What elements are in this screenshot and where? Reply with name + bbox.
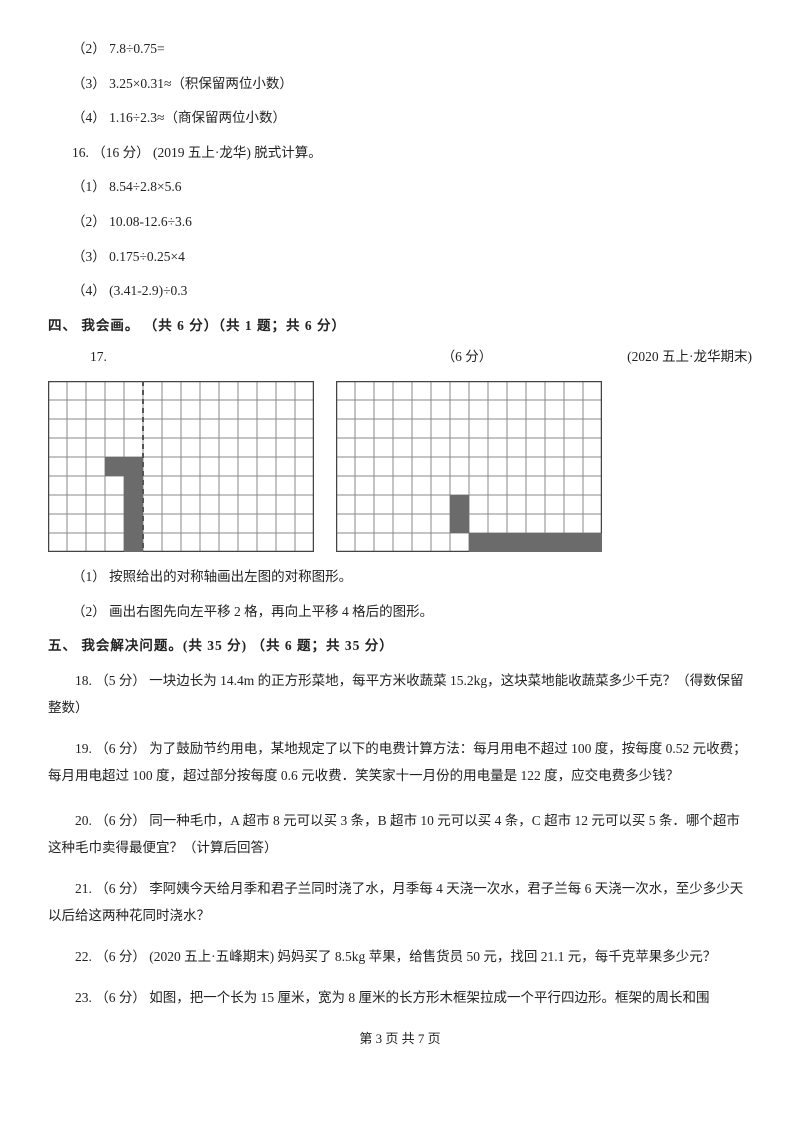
q16-sub2: （2） 10.08-12.6÷3.6 xyxy=(48,211,752,233)
q15-sub2: （2） 7.8÷0.75= xyxy=(48,38,752,60)
q22: 22. （6 分） (2020 五上·五峰期末) 妈妈买了 8.5kg 苹果，给… xyxy=(48,943,752,970)
q17-source: (2020 五上·龙华期末) xyxy=(627,346,752,368)
q20: 20. （6 分） 同一种毛巾，A 超市 8 元可以买 3 条，B 超市 10 … xyxy=(48,807,752,861)
q16-sub4: （4） (3.41-2.9)÷0.3 xyxy=(48,280,752,302)
figure-right-grid xyxy=(336,381,602,552)
q15-sub3: （3） 3.25×0.31≈（积保留两位小数） xyxy=(48,73,752,95)
q21: 21. （6 分） 李阿姨今天给月季和君子兰同时浇了水，月季每 4 天浇一次水，… xyxy=(48,875,752,929)
q17-sub1: （1） 按照给出的对称轴画出左图的对称图形。 xyxy=(48,566,752,588)
page-footer: 第 3 页 共 7 页 xyxy=(48,1029,752,1050)
q16-title: 16. （16 分） (2019 五上·龙华) 脱式计算。 xyxy=(48,142,752,164)
section4-heading: 四、 我会画。 （共 6 分）（共 1 题；共 6 分） xyxy=(48,315,752,337)
q16-sub1: （1） 8.54÷2.8×5.6 xyxy=(48,176,752,198)
q17-sub2: （2） 画出右图先向左平移 2 格，再向上平移 4 格后的图形。 xyxy=(48,601,752,623)
q16-sub3: （3） 0.175÷0.25×4 xyxy=(48,246,752,268)
q23: 23. （6 分） 如图，把一个长为 15 厘米，宽为 8 厘米的长方形木框架拉… xyxy=(48,984,752,1011)
q15-sub4: （4） 1.16÷2.3≈（商保留两位小数） xyxy=(48,107,752,129)
q19: 19. （6 分） 为了鼓励节约用电，某地规定了以下的电费计算方法：每月用电不超… xyxy=(48,735,752,789)
q17-points: （6 分） xyxy=(442,346,493,368)
figure-left-grid xyxy=(48,381,314,552)
q17-num: 17. xyxy=(48,346,107,368)
section5-heading: 五、 我会解决问题。(共 35 分) （共 6 题；共 35 分） xyxy=(48,635,752,657)
q17-row: 17. （6 分） (2020 五上·龙华期末) xyxy=(48,346,752,368)
q18: 18. （5 分） 一块边长为 14.4m 的正方形菜地，每平方米收蔬菜 15.… xyxy=(48,667,752,721)
figures-container xyxy=(48,381,752,552)
